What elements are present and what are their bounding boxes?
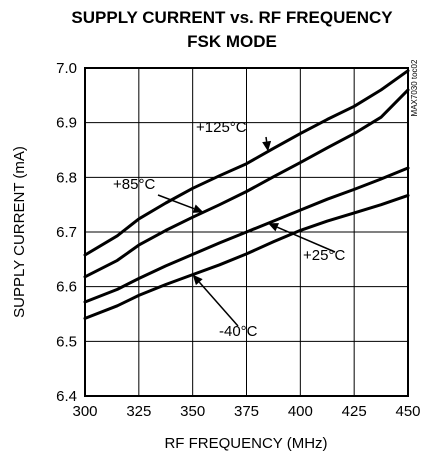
annotation-arrow-line-1 (157, 194, 195, 210)
x-tick-label-2: 350 (180, 403, 205, 420)
x-axis-label: RF FREQUENCY (MHz) (164, 435, 327, 452)
plot-frame (84, 67, 409, 397)
y-tick-label-2: 6.6 (56, 279, 77, 296)
annotation-label-1: +85°C (113, 176, 155, 193)
annotation-label-2: +25°C (303, 247, 345, 264)
x-tick-label-1: 325 (126, 403, 151, 420)
annotation-arrow-head-0 (262, 140, 272, 152)
y-axis-label: SUPPLY CURRENT (mA) (11, 146, 28, 318)
series-line-2 (83, 166, 410, 304)
x-tick-label-3: 375 (234, 403, 259, 420)
annotation-label-3: -40°C (219, 323, 258, 340)
series-line-0 (83, 69, 410, 257)
x-tick-label-5: 425 (342, 403, 367, 420)
annotation-arrow-line-3 (198, 281, 239, 327)
y-tick-label-5: 6.9 (56, 115, 77, 132)
y-tick-label-1: 6.5 (56, 333, 77, 350)
y-tick-label-0: 6.4 (56, 388, 77, 405)
chart-subtitle: FSK MODE (187, 32, 277, 51)
x-tick-label-4: 400 (288, 403, 313, 420)
annotation-arrow-line-2 (276, 226, 336, 253)
annotation-arrow-head-1 (192, 204, 204, 213)
y-tick-label-4: 6.8 (56, 169, 77, 186)
y-tick-label-6: 7.0 (56, 60, 77, 77)
chart-title: SUPPLY CURRENT vs. RF FREQUENCY (71, 8, 393, 27)
annotation-arrow-head-3 (192, 274, 203, 286)
series-line-1 (83, 88, 410, 279)
annotation-arrows (157, 136, 336, 327)
y-tick-label-3: 6.7 (56, 224, 77, 241)
annotation-labels: +125°C +85°C +25°C -40°C (113, 119, 345, 340)
series-lines (83, 69, 410, 320)
annotation-arrow-line-0 (265, 136, 268, 142)
y-tick-labels: 6.4 6.5 6.6 6.7 6.8 6.9 7.0 (56, 60, 77, 405)
x-tick-label-0: 300 (72, 403, 97, 420)
annotation-arrow-head-2 (268, 223, 279, 232)
annotation-label-0: +125°C (196, 119, 247, 136)
figure-code: MAX7030 toc02 (410, 59, 419, 116)
series-line-3 (83, 193, 410, 320)
x-tick-label-6: 450 (395, 403, 420, 420)
x-tick-labels: 300 325 350 375 400 425 450 (72, 403, 420, 420)
